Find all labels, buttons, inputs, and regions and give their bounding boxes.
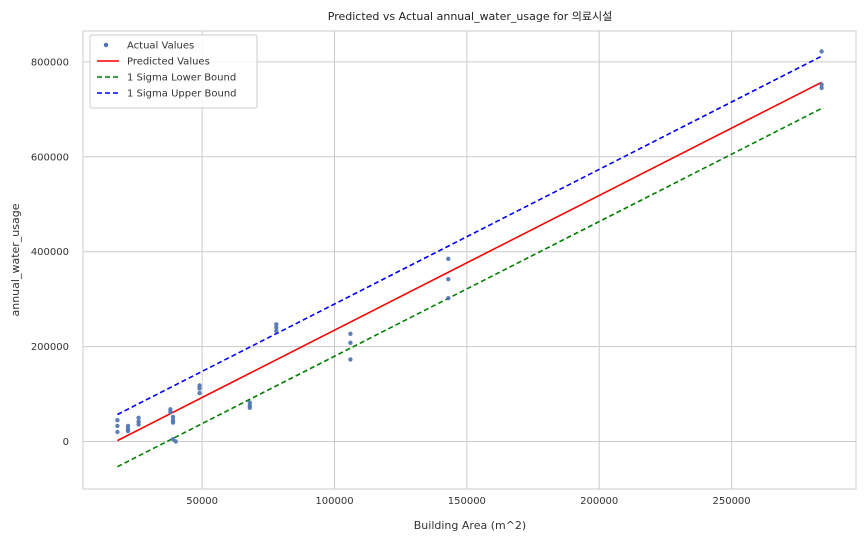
legend-marker	[103, 42, 109, 48]
y-axis-label: annual_water_usage	[9, 203, 22, 316]
actual-value-point	[274, 322, 279, 327]
actual-value-point	[819, 85, 824, 91]
series-line-3	[117, 55, 822, 416]
actual-value-point	[168, 409, 173, 415]
actual-value-point	[170, 420, 176, 425]
actual-value-point	[197, 390, 202, 396]
x-tick-label: 250000	[712, 496, 750, 507]
legend: Actual Values Predicted Values 1 Sigma Low…	[89, 34, 258, 109]
actual-value-point	[348, 331, 353, 336]
y-tick-label: 0	[63, 437, 69, 448]
legend-label: Predicted Values	[127, 57, 210, 68]
x-tick-label: 150000	[448, 496, 486, 507]
actual-value-point	[173, 439, 178, 444]
actual-value-point	[115, 429, 120, 435]
y-tick-label: 400000	[31, 247, 69, 258]
actual-value-point	[115, 423, 120, 429]
x-tick-label: 50000	[186, 496, 218, 507]
actual-value-point	[170, 414, 176, 420]
actual-value-point	[348, 357, 353, 362]
actual-value-point	[274, 325, 279, 330]
actual-value-point	[115, 418, 120, 423]
legend-box	[89, 34, 258, 109]
plot-frame	[82, 30, 857, 490]
actual-value-point	[136, 422, 141, 427]
series-line-2	[117, 107, 822, 468]
tick-labels: 50000 100000 150000 200000 250000 0 200000 4000…	[31, 57, 751, 507]
actual-value-point	[247, 405, 252, 410]
series-line-1	[117, 81, 822, 442]
chart-title: Predicted vs Actual annual_water_usage f…	[328, 10, 612, 23]
legend-label: 1 Sigma Upper Bound	[127, 89, 237, 100]
y-tick-label: 800000	[31, 57, 69, 68]
actual-value-point	[274, 328, 279, 334]
actual-value-point	[446, 296, 451, 301]
actual-value-point	[446, 256, 451, 261]
actual-value-point	[348, 340, 353, 345]
x-tick-label: 100000	[315, 496, 353, 507]
actual-value-point	[819, 82, 824, 87]
actual-value-point	[136, 415, 141, 420]
x-axis-label: Building Area (m^2)	[414, 519, 526, 532]
x-tick-label: 200000	[580, 496, 618, 507]
actual-value-point	[125, 428, 131, 434]
actual-value-point	[446, 277, 451, 282]
y-tick-label: 600000	[31, 152, 69, 163]
y-tick-label: 200000	[31, 342, 69, 353]
legend-label: 1 Sigma Lower Bound	[127, 73, 236, 84]
series	[115, 49, 824, 468]
actual-value-point	[197, 386, 202, 391]
legend-label: Actual Values	[127, 41, 194, 52]
actual-value-point	[819, 49, 824, 54]
